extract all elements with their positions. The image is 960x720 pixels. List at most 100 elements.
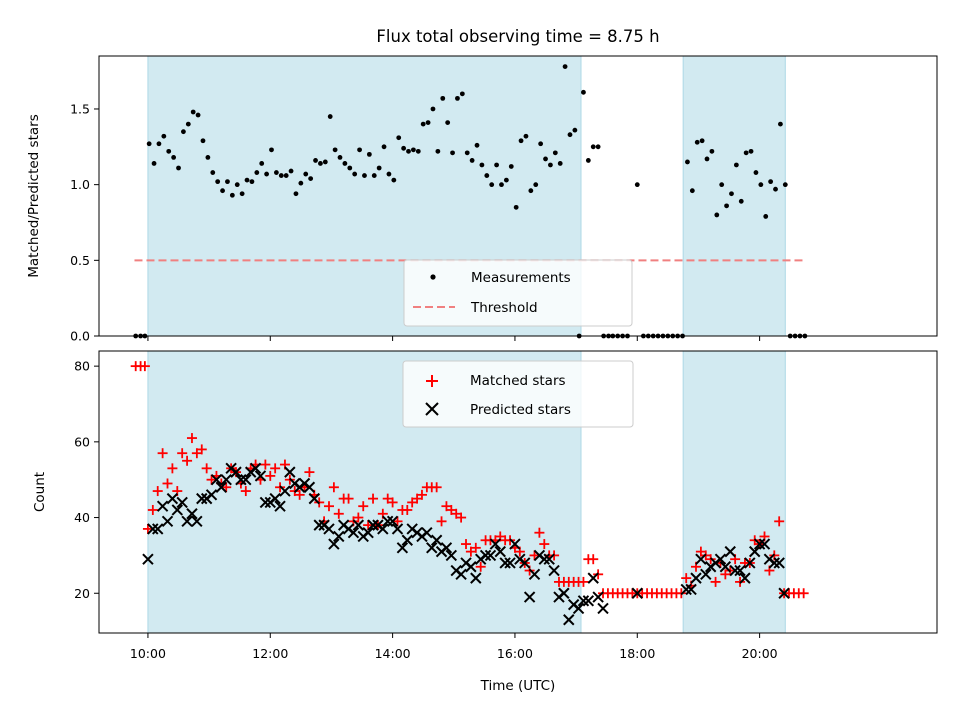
measurement-point-29 — [273, 170, 279, 175]
measurement-point-20 — [229, 192, 235, 198]
predicted-point-18 — [230, 466, 242, 478]
legend-predicted-marker — [425, 402, 439, 416]
predicted-point-74 — [504, 557, 516, 569]
measurement-point-25 — [254, 170, 260, 175]
top-axes-frame — [98, 55, 938, 337]
measurement-point-36 — [308, 176, 314, 181]
predicted-point-49 — [382, 515, 394, 528]
measurement-point-51 — [381, 144, 387, 150]
matched-point-71 — [475, 561, 486, 572]
predicted-point-33 — [303, 481, 316, 493]
measurement-point-56 — [406, 148, 411, 154]
matched-point-15 — [201, 463, 212, 474]
measurement-point-64 — [445, 120, 451, 125]
predicted-point-75 — [509, 538, 521, 550]
measurement-point-45 — [352, 171, 358, 177]
predicted-point-8 — [181, 515, 193, 528]
measurement-point-14 — [200, 138, 206, 144]
measurement-point-57 — [411, 147, 416, 153]
matched-point-28 — [265, 470, 276, 481]
matched-point-2 — [139, 361, 150, 372]
measurement-point-84 — [543, 156, 548, 162]
predicted-point-67 — [470, 572, 482, 584]
bottom-y-ticks: 20 40 60 80 — [74, 359, 99, 601]
measurement-point-40 — [327, 114, 333, 119]
measurement-point-55 — [401, 145, 407, 151]
matched-point-70 — [470, 542, 481, 553]
bottom-y-tick-label-2: 60 — [74, 434, 90, 449]
predicted-point-61 — [440, 542, 453, 554]
measurement-point-8 — [171, 155, 177, 160]
measurement-point-79 — [518, 138, 524, 144]
predicted-point-85 — [558, 587, 570, 599]
measurement-point-50 — [376, 165, 382, 171]
measurement-point-77 — [508, 164, 514, 169]
measurement-point-9 — [176, 165, 181, 171]
measurement-point-17 — [215, 179, 221, 185]
measurement-point-68 — [464, 150, 470, 156]
predicted-point-24 — [259, 496, 272, 509]
x-tick-label-4: 18:00 — [619, 646, 655, 661]
measurement-point-119 — [719, 182, 725, 188]
measurement-point-127 — [758, 182, 764, 188]
predicted-point-110 — [753, 538, 766, 550]
measurement-point-134 — [792, 333, 798, 339]
legend-predicted-label: Predicted stars — [470, 402, 571, 418]
predicted-point-106 — [734, 564, 746, 577]
matched-point-83 — [534, 527, 545, 538]
measurement-point-126 — [753, 170, 759, 175]
observing-window-bottom-1 — [682, 350, 786, 634]
measurement-point-16 — [210, 170, 216, 175]
predicted-point-39 — [333, 530, 345, 543]
measurement-point-58 — [415, 148, 421, 154]
matched-point-49 — [368, 493, 379, 504]
measurement-point-111 — [680, 333, 685, 339]
measurement-point-49 — [371, 173, 377, 178]
measurement-point-78 — [513, 204, 519, 210]
measurement-point-28 — [269, 147, 274, 153]
measurement-point-10 — [181, 129, 186, 135]
matched-point-63 — [436, 516, 447, 527]
predicted-point-111 — [758, 538, 771, 550]
predicted-point-14 — [210, 473, 223, 486]
predicted-point-2 — [152, 523, 164, 535]
predicted-point-90 — [582, 595, 595, 607]
x-axis-label: Time (UTC) — [480, 678, 556, 694]
measurement-point-89 — [567, 132, 573, 138]
measurement-point-100 — [620, 333, 625, 339]
matched-point-46 — [353, 512, 364, 523]
matched-point-42 — [333, 508, 344, 519]
measurement-point-130 — [773, 186, 778, 192]
measurement-point-85 — [548, 162, 553, 168]
top-legend-box — [403, 259, 633, 327]
predicted-point-27 — [274, 500, 286, 512]
top-y-tick-label-3: 1.5 — [70, 101, 90, 116]
measurement-point-94 — [590, 144, 596, 150]
top-y-tick-label-0: 0.0 — [70, 329, 90, 344]
measurement-point-82 — [533, 182, 539, 188]
measurement-point-71 — [479, 162, 485, 168]
measurement-point-26 — [259, 161, 265, 166]
measurement-point-115 — [699, 138, 705, 144]
measurement-point-76 — [503, 177, 509, 183]
predicted-point-103 — [719, 561, 732, 573]
measurement-point-92 — [581, 89, 586, 95]
measurement-point-54 — [396, 135, 402, 141]
matched-point-82 — [529, 550, 540, 561]
measurement-point-69 — [469, 158, 475, 163]
predicted-point-35 — [313, 519, 325, 531]
measurement-point-135 — [797, 333, 803, 339]
measurement-point-132 — [782, 182, 788, 188]
matched-point-6 — [157, 448, 168, 459]
predicted-point-52 — [396, 542, 409, 554]
measurement-point-74 — [494, 162, 499, 168]
predicted-point-81 — [538, 553, 551, 565]
legend-threshold-label: Threshold — [470, 300, 538, 316]
predicted-point-53 — [401, 534, 413, 546]
predicted-point-46 — [367, 519, 379, 531]
measurement-point-27 — [264, 171, 269, 177]
top-x-ticks — [147, 336, 761, 341]
matched-point-84 — [539, 539, 550, 550]
matched-point-19 — [221, 482, 232, 493]
